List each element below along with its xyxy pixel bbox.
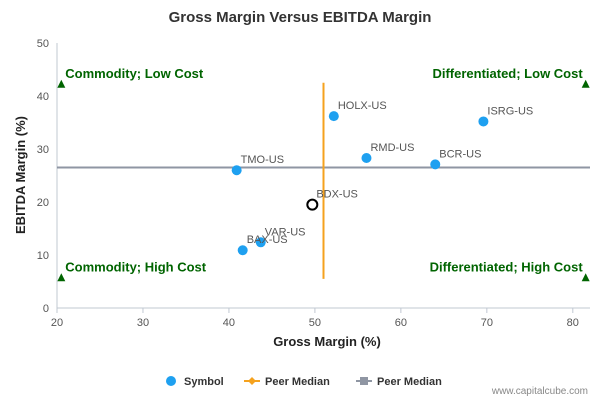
legend-symbol-dot: [166, 376, 176, 386]
data-point-label: RMD-US: [370, 142, 414, 154]
legend-label: Symbol: [184, 376, 224, 388]
legend-label: Peer Median: [265, 376, 330, 388]
quadrant-label: Differentiated; Low Cost: [432, 66, 583, 81]
data-point: [231, 165, 242, 176]
x-axis-label: Gross Margin (%): [273, 334, 381, 349]
y-tick-label: 20: [37, 197, 49, 209]
quadrant-marker: [581, 273, 590, 282]
data-point: [255, 237, 266, 248]
x-tick-label: 50: [309, 317, 321, 329]
quadrant-marker: [57, 79, 66, 88]
y-tick-label: 30: [37, 144, 49, 156]
data-point: [361, 153, 372, 164]
data-point-label: VAR-US: [265, 226, 306, 238]
legend: Symbol Peer Median Peer Median: [166, 376, 442, 388]
quadrant-label: Commodity; Low Cost: [65, 66, 204, 81]
data-point-label: ISRG-US: [487, 105, 533, 117]
data-point-label: BCR-US: [439, 148, 481, 160]
y-tick-label: 50: [37, 38, 49, 50]
data-point-label: BAX-US: [247, 234, 288, 246]
plot-layer: 20 30 40 50 60 70 80 0 10 20 30 40 50 Commodity; Low …: [37, 38, 590, 329]
quadrant-marker: [57, 273, 66, 282]
quadrant-marker: [581, 79, 590, 88]
x-tick-label: 80: [567, 317, 579, 329]
data-point: [430, 159, 441, 170]
quadrant-label: Commodity; High Cost: [65, 259, 206, 274]
highlight-point-label: BDX-US: [316, 189, 358, 201]
y-tick-label: 10: [37, 250, 49, 262]
x-tick-label: 20: [51, 317, 63, 329]
highlight-point: [306, 198, 319, 211]
data-point-label: TMO-US: [241, 154, 284, 166]
quadrant-label: Differentiated; High Cost: [430, 259, 584, 274]
data-point: [478, 116, 489, 127]
y-tick-label: 40: [37, 91, 49, 103]
legend-peer-median-orange-marker: [248, 377, 256, 385]
legend-label: Peer Median: [377, 376, 442, 388]
credit-text: www.capitalcube.com: [491, 386, 588, 397]
x-tick-label: 60: [395, 317, 407, 329]
legend-peer-median-gray-marker: [360, 377, 368, 385]
y-axis-label: EBITDA Margin (%): [13, 116, 28, 234]
x-tick-label: 40: [223, 317, 235, 329]
data-point: [328, 111, 339, 122]
data-point-label: HOLX-US: [338, 100, 387, 112]
chart-title: Gross Margin Versus EBITDA Margin: [169, 9, 432, 26]
x-tick-label: 70: [481, 317, 493, 329]
data-point: [237, 245, 248, 256]
x-tick-label: 30: [137, 317, 149, 329]
y-tick-label: 0: [43, 303, 49, 315]
